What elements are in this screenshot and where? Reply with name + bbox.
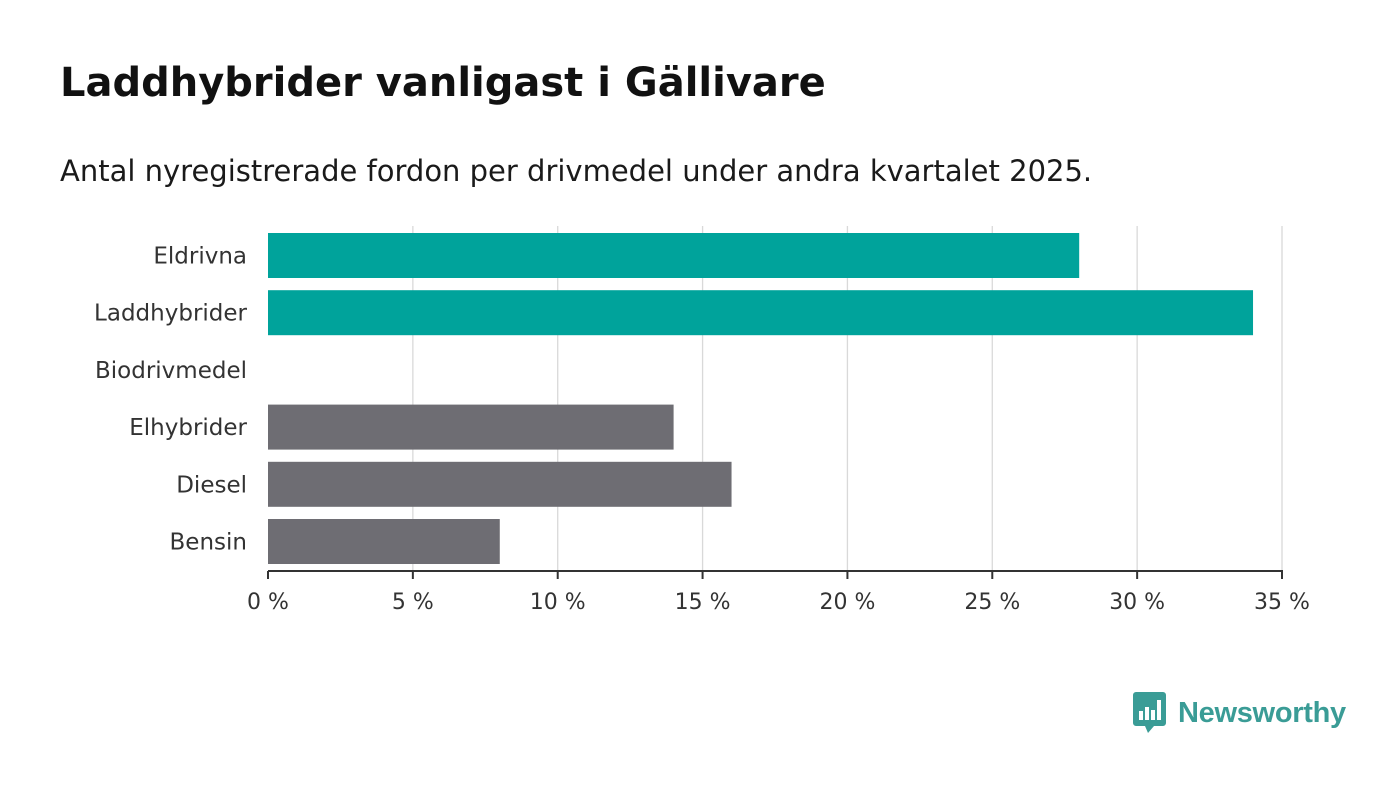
bar-elhybrider [268, 404, 674, 450]
x-tick-label: 10 % [530, 590, 586, 615]
x-tick-label: 30 % [1109, 590, 1165, 615]
bars [268, 233, 1254, 564]
category-label: Biodrivmedel [95, 358, 247, 384]
category-label: Bensin [170, 530, 247, 556]
category-label: Eldrivna [153, 244, 247, 270]
category-labels: Eldrivna Laddhybrider Biodrivmedel Elhybrid… [94, 244, 247, 556]
x-tick-label: 20 % [819, 590, 875, 615]
x-tick-label: 15 % [675, 590, 731, 615]
category-label: Diesel [176, 472, 247, 498]
x-tick-label: 35 % [1254, 590, 1310, 615]
x-tick-label: 5 % [392, 590, 434, 615]
bar-laddhybrider [268, 290, 1254, 336]
gridlines [412, 226, 1283, 571]
category-label: Elhybrider [129, 415, 247, 441]
category-label: Laddhybrider [94, 301, 247, 327]
x-axis: 0 % 5 % 10 % 15 % 20 % 25 % 30 % 35 % [247, 570, 1310, 615]
chart-title: Laddhybrider vanligast i Gällivare [60, 60, 826, 106]
x-tick-label: 25 % [964, 590, 1020, 615]
bar-chart-speech-bubble-icon [1133, 692, 1166, 733]
bar-eldrivna [268, 233, 1080, 278]
chart-subtitle: Antal nyregistrerade fordon per drivmede… [60, 154, 1093, 188]
brand-name: Newsworthy [1178, 696, 1346, 729]
bar-bensin [268, 519, 500, 564]
bar-diesel [268, 461, 732, 507]
x-tick-label: 0 % [247, 590, 289, 615]
newsworthy-logo: Newsworthy [1133, 692, 1346, 734]
